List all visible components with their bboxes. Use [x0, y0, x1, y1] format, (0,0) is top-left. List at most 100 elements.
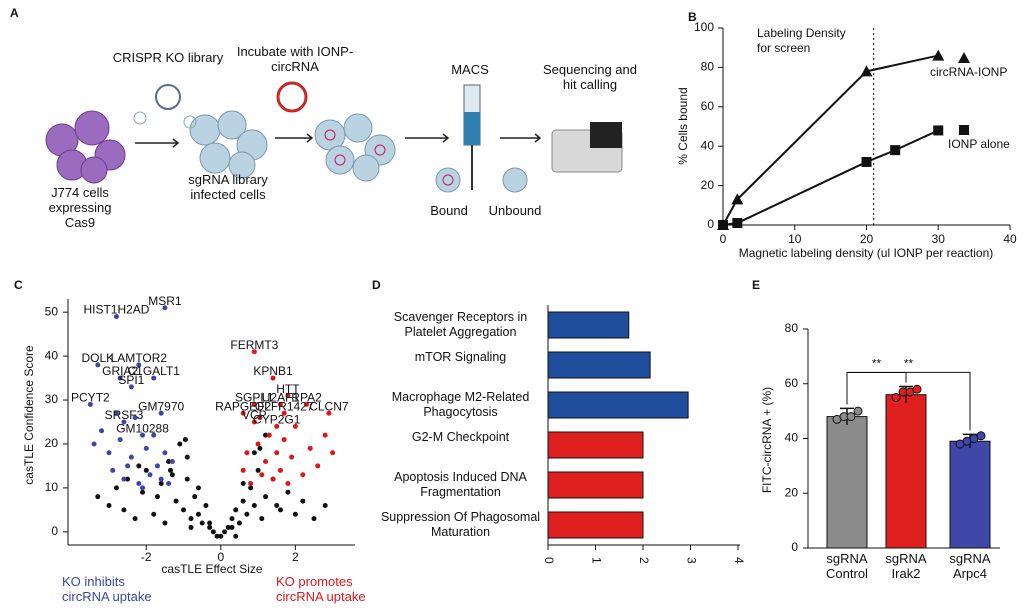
point [255, 441, 261, 447]
bar [547, 431, 644, 459]
point [147, 472, 153, 478]
marker [860, 65, 873, 77]
point [229, 524, 235, 530]
point [117, 437, 123, 443]
point [162, 450, 168, 456]
replicate-point [912, 384, 922, 394]
point [322, 502, 328, 508]
point [281, 437, 287, 443]
y-tick-label: 20 [785, 485, 799, 499]
gene-label: RPA2 [291, 391, 322, 405]
y-tick-label: 20 [701, 178, 715, 192]
labeled-point [285, 393, 291, 399]
category-label: G2-M Checkpoint [411, 430, 510, 444]
category-label: Suppression Of Phagosomal Maturation [380, 510, 541, 539]
category-label: Scavenger Receptors in Platelet Aggregat… [393, 310, 528, 339]
labeled-point [274, 423, 280, 429]
x-tick-label: 2 [292, 550, 299, 564]
point [168, 467, 173, 473]
gene-label: SGPL1 [235, 391, 274, 405]
labeled-point [128, 384, 134, 390]
y-tick-label: 80 [701, 60, 715, 74]
panel-label: C [14, 278, 23, 292]
cells-labeled [314, 113, 396, 182]
bar [547, 311, 630, 339]
x-tick-label: 1 [589, 557, 603, 564]
labeled-point [251, 401, 257, 407]
point [285, 489, 291, 495]
point [132, 415, 138, 421]
point [192, 494, 198, 500]
step-label: sgRNA library infected cells [188, 172, 268, 202]
point [257, 445, 263, 451]
x-tick-label: 0 [217, 550, 224, 564]
panel-a-diagram [45, 110, 126, 184]
point [154, 463, 160, 469]
point [106, 502, 112, 508]
y-tick-label: 40 [701, 138, 715, 152]
category-label: mTOR Signaling [414, 350, 507, 364]
point [158, 476, 164, 482]
point [263, 459, 269, 465]
step-label: MACS [451, 62, 489, 77]
legend-label: IONP alone [948, 137, 1010, 151]
y-tick-label: 0 [51, 524, 58, 538]
point [277, 507, 283, 513]
point [263, 432, 269, 438]
category-label: sgRNA Arpc4 [949, 551, 991, 581]
point [300, 472, 306, 478]
significance-bracket [846, 371, 971, 431]
gene-label: DOLK [81, 351, 114, 365]
marker [933, 125, 944, 136]
gene-label: SPI1 [118, 373, 144, 387]
circrna-icon [276, 81, 308, 113]
annotation: Labeling Density for screen [757, 26, 846, 55]
bound-unbound-cells [435, 167, 528, 193]
legend-marker [958, 52, 970, 63]
point [307, 445, 313, 451]
point [113, 485, 119, 491]
bar [949, 440, 991, 549]
labeled-point [121, 419, 127, 425]
replicate-point [853, 406, 863, 416]
x-tick-label: 2 [637, 557, 651, 564]
gene-label: GM10288 [116, 421, 169, 435]
x-tick-label: 0 [720, 232, 727, 246]
y-tick-label: 100 [694, 20, 714, 34]
point [322, 432, 328, 438]
point [184, 454, 190, 460]
point [125, 463, 131, 469]
point [207, 520, 213, 526]
significance-label: ** [904, 357, 914, 371]
library-icon [133, 84, 197, 129]
category-label: sgRNA Control [826, 551, 868, 581]
gene-label: GRIA2 [102, 364, 138, 378]
category-label: Macrophage M2-Related Phagocytosis [391, 390, 530, 419]
point [214, 533, 220, 539]
y-tick-label: 60 [785, 376, 799, 390]
point [95, 494, 101, 500]
gene-label: C1GALT1 [127, 364, 180, 378]
point [151, 432, 157, 438]
point [274, 450, 280, 456]
labeled-point [270, 375, 276, 381]
point [143, 467, 149, 473]
labeled-point [162, 305, 168, 311]
point [169, 472, 175, 478]
point [244, 450, 250, 456]
labeled-point [151, 375, 157, 381]
point [229, 516, 235, 522]
point [128, 454, 134, 460]
labeled-point [281, 410, 287, 416]
point [289, 454, 295, 460]
labeled-point [136, 362, 142, 368]
point [143, 445, 149, 451]
labeled-point [140, 432, 146, 438]
y-axis-label: casTLE Confidence Score [22, 345, 36, 485]
significance-label: ** [872, 357, 882, 371]
legend-label: KO promotes circRNA uptake [276, 574, 366, 604]
point [292, 423, 298, 429]
x-tick-label: 30 [932, 232, 946, 246]
x-tick-label: 0 [542, 557, 556, 564]
